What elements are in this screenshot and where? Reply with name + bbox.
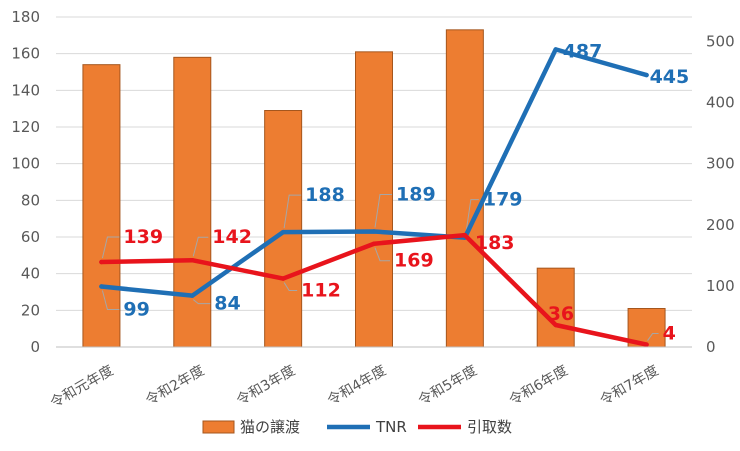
y-left-tick-label: 0 xyxy=(30,338,40,356)
y-left-tick-label: 120 xyxy=(11,118,40,136)
y-left-tick-label: 180 xyxy=(11,8,40,26)
bar-series xyxy=(82,29,666,348)
tnr-point xyxy=(553,47,558,52)
bar xyxy=(264,110,303,348)
tnr-point xyxy=(99,284,104,289)
tnr-data-label: 445 xyxy=(650,66,690,88)
y-left-tick-label: 140 xyxy=(11,81,40,99)
line-series xyxy=(99,47,649,347)
legend-label: TNR xyxy=(375,418,407,436)
x-category-label: 令和6年度 xyxy=(506,363,570,409)
takein-point xyxy=(553,322,558,328)
legend-swatch-bar xyxy=(202,420,235,434)
y-right-tick-label: 400 xyxy=(706,94,735,112)
y-right-tick-label: 0 xyxy=(706,338,716,356)
data-labels: 99 84 188 189 179 487 445 139 142 112 169 183 36 4 xyxy=(123,40,689,344)
x-category-label: 令和7年度 xyxy=(597,363,661,409)
takein-leader xyxy=(192,236,209,257)
bar xyxy=(173,56,212,348)
x-category-label: 令和3年度 xyxy=(234,363,298,409)
tnr-leader xyxy=(465,199,479,234)
takein-leader xyxy=(647,333,659,341)
takein-leader xyxy=(283,282,298,292)
label-leader-lines xyxy=(101,194,659,341)
takein-data-label: 142 xyxy=(212,226,252,248)
takein-point xyxy=(190,258,195,263)
tnr-point xyxy=(644,72,649,78)
y-left-tick-label: 40 xyxy=(21,265,40,283)
takein-data-label: 169 xyxy=(394,250,434,272)
tnr-point xyxy=(190,293,195,298)
legend-label: 猫の譲渡 xyxy=(240,418,300,436)
bar xyxy=(82,64,121,348)
takein-data-label: 36 xyxy=(548,303,574,325)
y-right-tick-label: 100 xyxy=(706,277,735,295)
takein-leader xyxy=(374,247,390,262)
takein-data-label: 112 xyxy=(301,280,341,302)
x-category-label: 令和元年度 xyxy=(48,363,117,412)
tnr-point xyxy=(371,229,377,234)
takein-point xyxy=(280,276,286,281)
tnr-leader xyxy=(374,194,392,228)
y-right-tick-label: 500 xyxy=(706,32,735,50)
tnr-data-label: 84 xyxy=(214,293,240,315)
tnr-point xyxy=(280,229,286,235)
y-left-tick-label: 80 xyxy=(21,191,40,209)
y-left-tick-label: 100 xyxy=(11,155,40,173)
tnr-data-label: 188 xyxy=(305,184,345,206)
legend-label: 引取数 xyxy=(467,418,512,436)
y-right-tick-label: 300 xyxy=(706,155,735,173)
takein-data-label: 4 xyxy=(663,323,676,345)
tnr-data-label: 179 xyxy=(483,189,523,211)
x-category-label: 令和4年度 xyxy=(325,363,389,409)
takein-point xyxy=(371,241,377,246)
tnr-leader xyxy=(192,299,211,305)
x-category-label: 令和2年度 xyxy=(143,363,207,409)
tnr-data-label: 99 xyxy=(123,299,149,321)
takein-point xyxy=(99,259,104,265)
bar xyxy=(355,51,393,348)
tnr-leader xyxy=(101,290,120,310)
y-left-tick-label: 160 xyxy=(11,45,40,63)
tnr-data-label: 189 xyxy=(396,184,436,206)
takein-leader xyxy=(101,236,120,259)
y-left-tick-label: 20 xyxy=(21,301,40,319)
takein-data-label: 139 xyxy=(123,226,163,248)
tnr-data-label: 487 xyxy=(563,40,603,62)
tnr-leader xyxy=(283,194,302,229)
legend: 猫の譲渡 TNR 引取数 xyxy=(202,418,512,436)
takein-data-label: 183 xyxy=(475,232,515,254)
y-left-tick-label: 60 xyxy=(21,228,40,246)
bar xyxy=(445,29,484,348)
y-right-tick-label: 200 xyxy=(706,216,735,234)
takein-point xyxy=(644,342,649,347)
takein-point xyxy=(462,232,468,238)
x-category-label: 令和5年度 xyxy=(416,363,480,409)
